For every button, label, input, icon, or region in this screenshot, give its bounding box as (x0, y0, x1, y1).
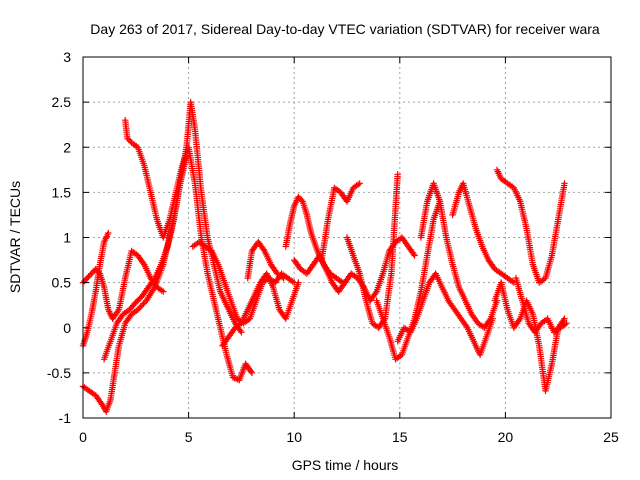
data-point (247, 368, 255, 375)
y-tick-label: 0 (63, 320, 71, 336)
data-point (183, 153, 190, 160)
y-tick-label: 3 (63, 49, 71, 65)
data-point (88, 270, 95, 277)
x-tick-label: 20 (498, 429, 514, 445)
data-point (140, 300, 147, 307)
data-point (295, 193, 302, 201)
data-point (248, 369, 256, 377)
data-point (150, 276, 157, 283)
data-point (298, 196, 305, 204)
data-point (97, 399, 105, 407)
grid-lines (83, 57, 611, 418)
x-tick-label: 15 (392, 429, 408, 445)
y-tick-label: 1 (63, 230, 71, 246)
data-point (486, 317, 493, 324)
data-point (515, 317, 523, 324)
series-satellite-track-10 (318, 180, 363, 264)
series-satellite-track-14 (394, 270, 496, 358)
data-point (280, 274, 287, 282)
data-point (137, 303, 144, 310)
data-point (114, 308, 121, 315)
series-satellite-track-4 (79, 229, 112, 349)
x-tick-label: 5 (185, 429, 193, 445)
series-satellite-track-8 (244, 238, 287, 282)
series-satellite-track-7 (219, 270, 302, 349)
x-tick-labels: 0 5 10 15 20 25 (79, 429, 619, 445)
data-point (394, 171, 401, 178)
data-point (89, 268, 97, 276)
series-satellite-track-17 (493, 166, 568, 286)
data-point (563, 320, 570, 327)
data-point (410, 250, 417, 258)
data-point (296, 195, 303, 202)
data-point (295, 279, 302, 286)
data-point (81, 277, 88, 285)
y-tick-label: 2 (63, 139, 71, 155)
data-point (238, 329, 245, 336)
data-point (561, 180, 568, 187)
series-satellite-track-6 (189, 238, 298, 327)
data-point (82, 276, 89, 283)
y-axis-label: SDTVAR / TECUs (7, 181, 23, 293)
data-point (105, 229, 112, 237)
y-tick-label: 2.5 (52, 94, 72, 110)
series-satellite-track-18 (491, 279, 568, 395)
series-satellite-track-19 (512, 274, 570, 336)
data-point (140, 259, 147, 267)
data-point (561, 315, 568, 322)
data-point (141, 299, 149, 306)
y-tick-label: -1 (59, 410, 72, 426)
data-point (411, 252, 418, 259)
data-point (561, 321, 569, 328)
series-satellite-track-16 (449, 180, 517, 286)
x-tick-label: 25 (603, 429, 619, 445)
data-point (160, 288, 167, 295)
series-satellite-track-12 (343, 171, 401, 331)
y-tick-labels: -1 -0.5 0 0.5 1 1.5 2 2.5 3 (47, 49, 71, 426)
data-point (84, 274, 91, 282)
data-point (237, 327, 244, 334)
data-point (260, 246, 267, 253)
y-tick-label: 1.5 (52, 184, 72, 200)
y-tick-label: -0.5 (47, 365, 71, 381)
series-satellite-track-11 (291, 234, 418, 304)
data-point (134, 306, 142, 313)
data-points (79, 98, 570, 415)
data-point (125, 136, 132, 143)
series-satellite-track-13 (373, 198, 444, 363)
axis-ticks (82, 56, 612, 419)
data-point (86, 271, 94, 279)
data-point (509, 278, 516, 285)
data-point (229, 374, 237, 381)
data-point (124, 135, 131, 142)
chart-title: Day 263 of 2017, Sidereal Day-to-day VTE… (90, 21, 600, 37)
data-point (85, 273, 92, 280)
series-satellite-track-5 (100, 153, 190, 363)
data-point (136, 305, 143, 312)
series-satellite-track-9 (282, 193, 346, 286)
y-tick-label: 0.5 (52, 275, 72, 291)
data-point (356, 180, 363, 187)
data-point (138, 302, 146, 309)
x-tick-label: 0 (79, 429, 87, 445)
x-tick-label: 10 (286, 429, 302, 445)
data-point (278, 273, 286, 281)
x-axis-label: GPS time / hours (292, 457, 399, 473)
